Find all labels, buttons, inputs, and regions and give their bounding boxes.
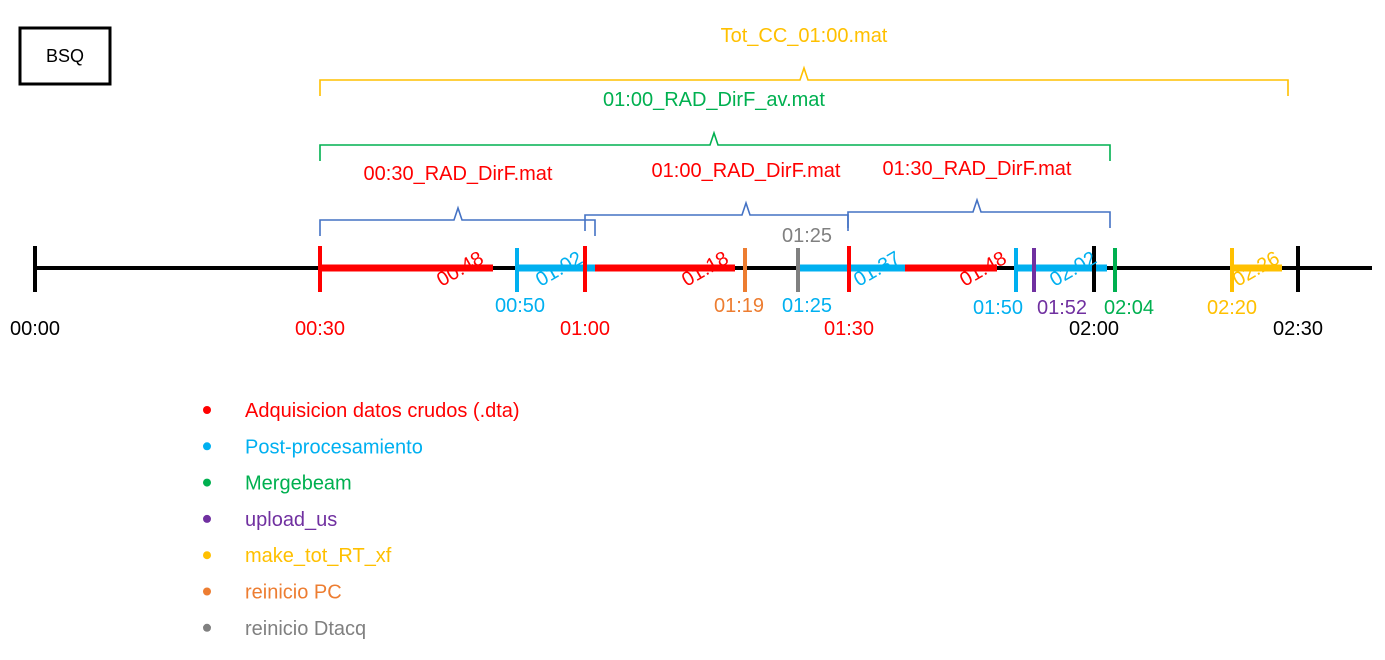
time-label: 00:48 bbox=[433, 247, 487, 291]
time-label: 02:26 bbox=[1229, 247, 1283, 291]
bracket bbox=[847, 197, 1111, 228]
badge-box bbox=[18, 26, 112, 86]
legend-label: Post-procesamiento bbox=[245, 436, 423, 458]
bracket-label: 00:30_RAD_DirF.mat bbox=[364, 163, 553, 185]
bracket bbox=[319, 205, 596, 236]
legend-label: reinicio Dtacq bbox=[245, 618, 366, 640]
legend-label: Mergebeam bbox=[245, 473, 352, 495]
axis-tick-label: 02:00 bbox=[1069, 318, 1119, 340]
time-label: 02:20 bbox=[1207, 297, 1257, 319]
legend-dot bbox=[203, 406, 211, 414]
legend-label: make_tot_RT_xf bbox=[245, 545, 392, 567]
time-label: 01:02 bbox=[532, 247, 586, 291]
time-label: 01:37 bbox=[850, 247, 904, 291]
time-label: 01:19 bbox=[714, 295, 764, 317]
legend-label: reinicio PC bbox=[245, 582, 342, 604]
bracket-label: 01:00_RAD_DirF_av.mat bbox=[603, 89, 825, 111]
time-label: 01:48 bbox=[956, 247, 1010, 291]
bracket-label: Tot_CC_01:00.mat bbox=[721, 25, 888, 47]
legend-dot bbox=[203, 551, 211, 560]
legend-dot bbox=[203, 442, 211, 451]
bracket bbox=[319, 65, 1289, 96]
axis-tick-label: 01:00 bbox=[560, 318, 610, 340]
bracket bbox=[319, 130, 1111, 161]
legend-label: Adquisicion datos crudos (.dta) bbox=[245, 400, 520, 422]
legend-dot bbox=[203, 623, 211, 632]
axis-tick-label: 00:30 bbox=[295, 318, 345, 340]
time-label: 01:25 bbox=[782, 225, 832, 247]
time-label: 01:25 bbox=[782, 295, 832, 317]
time-label: 01:50 bbox=[973, 297, 1023, 319]
bracket-label: 01:30_RAD_DirF.mat bbox=[883, 158, 1072, 180]
time-label: 02:04 bbox=[1104, 297, 1154, 319]
axis-tick-label: 00:00 bbox=[10, 318, 60, 340]
legend-label: upload_us bbox=[245, 509, 337, 531]
axis-tick-label: 01:30 bbox=[824, 318, 874, 340]
time-label: 00:50 bbox=[495, 295, 545, 317]
legend-dot bbox=[203, 514, 211, 523]
time-label: 01:52 bbox=[1037, 297, 1087, 319]
legend-dot bbox=[203, 478, 211, 487]
legend-dot bbox=[203, 587, 211, 596]
axis-tick-label: 02:30 bbox=[1273, 318, 1323, 340]
badge: BSQ bbox=[46, 46, 84, 66]
time-label: 01:18 bbox=[678, 247, 732, 291]
bracket-label: 01:00_RAD_DirF.mat bbox=[652, 160, 841, 182]
